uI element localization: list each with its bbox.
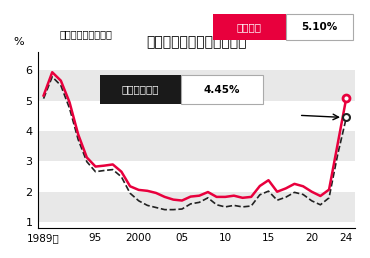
Y-axis label: %: % <box>13 37 24 47</box>
Bar <box>37 70 355 101</box>
Bar <box>213 14 286 40</box>
Text: 中小賃上げ率: 中小賃上げ率 <box>122 85 159 95</box>
Text: 賃上げ率: 賃上げ率 <box>237 22 262 32</box>
Text: （連合の最終集計）: （連合の最終集計） <box>59 30 112 40</box>
Bar <box>37 131 355 162</box>
Title: 春闘の平均賃上げ率の推移: 春闘の平均賃上げ率の推移 <box>146 36 246 50</box>
Text: 4.45%: 4.45% <box>204 85 240 95</box>
Text: 5.10%: 5.10% <box>302 22 338 32</box>
Bar <box>286 14 353 40</box>
Bar <box>100 75 181 104</box>
Bar <box>37 192 355 222</box>
Bar <box>181 75 263 104</box>
